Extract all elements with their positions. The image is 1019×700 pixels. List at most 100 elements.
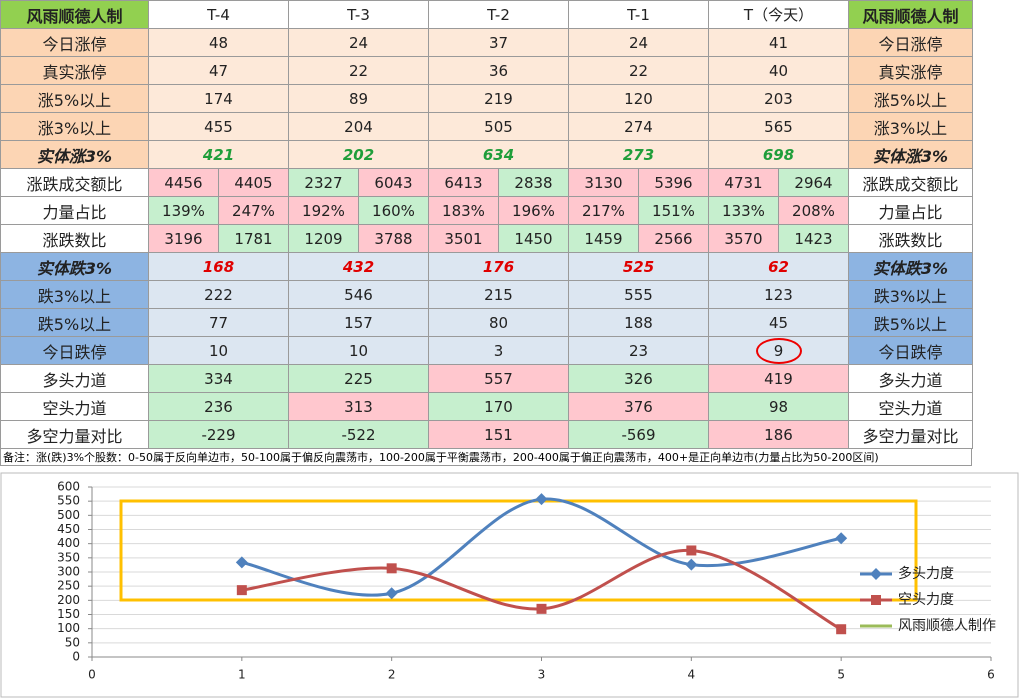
- cell: 557: [428, 364, 569, 393]
- x-tick-label: 6: [987, 668, 995, 682]
- cell: 1781: [218, 224, 289, 253]
- cell: 157: [288, 308, 429, 337]
- cell: 40: [708, 56, 849, 85]
- cell: 3501: [428, 224, 499, 253]
- row-label: 多头力道: [0, 364, 149, 393]
- cell: 151%: [638, 196, 709, 225]
- row-label: 跌3%以上: [848, 280, 973, 309]
- row: 涨跌成交额比 4456 4405 2327 6043 6413 2838 3130 5396 47…: [0, 168, 973, 197]
- cell: 170: [428, 392, 569, 421]
- x-tick-label: 1: [238, 668, 246, 682]
- marker: [835, 532, 848, 545]
- cell: 455: [148, 112, 289, 141]
- header-cell: T-4: [148, 0, 289, 29]
- row-label: 力量占比: [848, 196, 973, 225]
- cell: 41: [708, 28, 849, 57]
- cell: 192%: [288, 196, 359, 225]
- header-cell: T（今天）: [708, 0, 849, 29]
- cell: 36: [428, 56, 569, 85]
- cell: 634: [428, 140, 569, 169]
- cell: 698: [708, 140, 849, 169]
- marker: [686, 545, 697, 556]
- row-label: 跌5%以上: [848, 308, 973, 337]
- row-label: 涨3%以上: [0, 112, 149, 141]
- cell: 123: [708, 280, 849, 309]
- cell: 376: [568, 392, 709, 421]
- row: 涨3%以上 455 204 505 274 565 涨3%以上: [0, 112, 973, 141]
- cell: 2327: [288, 168, 359, 197]
- cell: 3196: [148, 224, 219, 253]
- cell: 525: [568, 252, 709, 281]
- cell: 236: [148, 392, 289, 421]
- y-tick-label: 200: [57, 593, 80, 607]
- cell: 89: [288, 84, 429, 113]
- cell: 274: [568, 112, 709, 141]
- legend-label: 空头力度: [898, 592, 954, 608]
- cell: 203: [708, 84, 849, 113]
- cell: 186: [708, 420, 849, 449]
- cell: 3130: [568, 168, 639, 197]
- cell: 120: [568, 84, 709, 113]
- cell: 174: [148, 84, 289, 113]
- row: 多头力道 334 225 557 326 419 多头力道: [0, 364, 973, 393]
- cell: 168: [148, 252, 289, 281]
- marker: [870, 568, 882, 580]
- cell: 139%: [148, 196, 219, 225]
- header-cell: T-2: [428, 0, 569, 29]
- header-cell: 风雨顺德人制: [0, 0, 149, 29]
- cell: 45: [708, 308, 849, 337]
- cell: 3788: [358, 224, 429, 253]
- row-label: 涨3%以上: [848, 112, 973, 141]
- row: 真实涨停 47 22 36 22 40 真实涨停: [0, 56, 973, 85]
- row: 今日涨停 48 24 37 24 41 今日涨停: [0, 28, 973, 57]
- row-label: 跌5%以上: [0, 308, 149, 337]
- row-label: 真实涨停: [848, 56, 973, 85]
- cell: 24: [568, 28, 709, 57]
- note: 备注：涨(跌)3%个股数：0-50属于反向单边市，50-100属于偏反向震荡市，…: [0, 448, 972, 466]
- cell: 151: [428, 420, 569, 449]
- row: 空头力道 236 313 170 376 98 空头力道: [0, 392, 973, 421]
- x-tick-label: 0: [88, 668, 96, 682]
- row-label: 涨跌成交额比: [0, 168, 149, 197]
- row: 涨跌数比 3196 1781 1209 3788 3501 1450 1459 2566 3570…: [0, 224, 973, 253]
- cell: 1209: [288, 224, 359, 253]
- cell: 2964: [778, 168, 849, 197]
- row: 跌5%以上 77 157 80 188 45 跌5%以上: [0, 308, 973, 337]
- cell: 196%: [498, 196, 569, 225]
- cell: 432: [288, 252, 429, 281]
- cell: 133%: [708, 196, 779, 225]
- y-tick-label: 300: [57, 565, 80, 579]
- row-label: 实体跌3%: [0, 252, 149, 281]
- cell: 22: [568, 56, 709, 85]
- cell: 565: [708, 112, 849, 141]
- row-label: 涨跌数比: [0, 224, 149, 253]
- cell: 4731: [708, 168, 779, 197]
- cell: 421: [148, 140, 289, 169]
- x-tick-label: 5: [837, 668, 845, 682]
- legend-label: 风雨顺德人制作: [898, 618, 996, 634]
- cell: 555: [568, 280, 709, 309]
- row-label: 实体涨3%: [0, 140, 149, 169]
- circled-value: 9: [755, 337, 802, 364]
- cell: -569: [568, 420, 709, 449]
- cell: 326: [568, 364, 709, 393]
- marker: [385, 587, 398, 600]
- header-cell: 风雨顺德人制: [848, 0, 973, 29]
- row-label: 涨跌成交额比: [848, 168, 973, 197]
- row-label: 力量占比: [0, 196, 149, 225]
- data-table: 风雨顺德人制 T-4 T-3 T-2 T-1 T（今天） 风雨顺德人制 今日涨停 48 24 37 2…: [0, 0, 973, 449]
- row-label: 空头力道: [848, 392, 973, 421]
- cell: 247%: [218, 196, 289, 225]
- row: 今日跌停 10 10 3 23 9 今日跌停: [0, 336, 973, 365]
- cell: 3570: [708, 224, 779, 253]
- x-tick-label: 4: [688, 668, 696, 682]
- marker: [236, 585, 247, 596]
- marker: [535, 493, 548, 506]
- highlight-box: [119, 499, 918, 602]
- cell: 176: [428, 252, 569, 281]
- cell: 419: [708, 364, 849, 393]
- cell: 6043: [358, 168, 429, 197]
- row-label: 今日跌停: [848, 336, 973, 365]
- header-cell: T-1: [568, 0, 709, 29]
- cell: 48: [148, 28, 289, 57]
